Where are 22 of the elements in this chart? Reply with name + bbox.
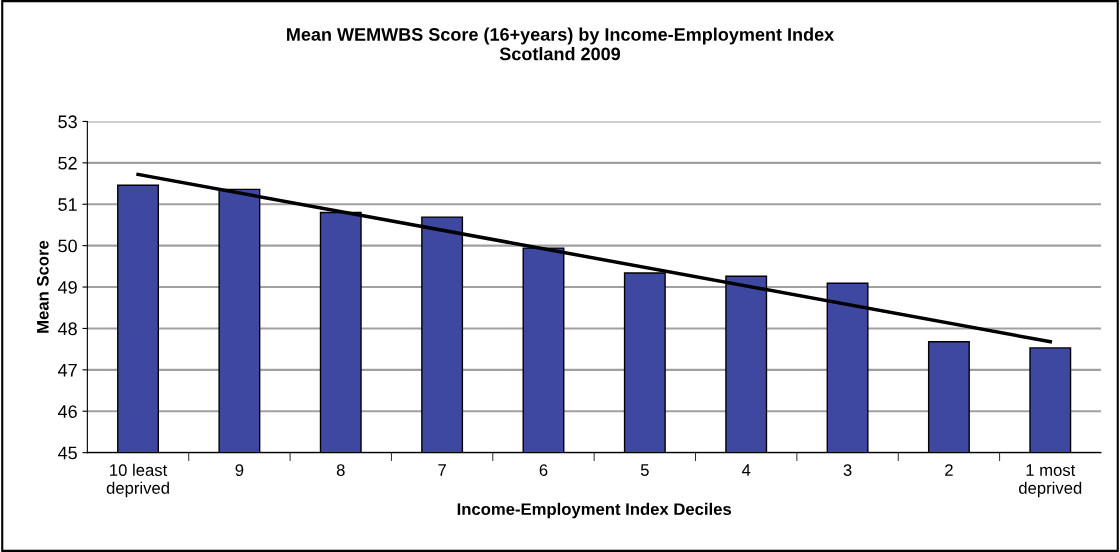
y-axis-title: Mean Score — [36, 240, 49, 333]
x-tick-label: 8 — [336, 464, 345, 476]
y-tick-label: 46 — [57, 405, 77, 418]
x-tick-label: 9 — [235, 464, 244, 476]
x-tick-label: 7 — [438, 464, 446, 476]
y-tick-label: 52 — [58, 156, 77, 170]
chart-title: Mean WEMWBS Score (16+years) by Income-Employment Index Scotland 2009 — [287, 27, 835, 61]
x-axis-title: Income-Employment Index Deciles — [457, 502, 732, 519]
x-tick-label: 5 — [640, 464, 649, 476]
x-tick-label: 6 — [539, 464, 548, 476]
y-tick-label: 48 — [57, 322, 77, 336]
x-tick-label: 4 — [741, 464, 751, 476]
y-tick-label: 51 — [58, 198, 77, 211]
x-tick-label: 10 least deprived — [106, 463, 169, 498]
x-tick-label: 2 — [945, 464, 953, 476]
y-tick-label: 50 — [58, 239, 77, 253]
y-tick-label: 49 — [57, 280, 77, 294]
x-tick-label: 3 — [843, 464, 852, 476]
y-tick-label: 53 — [58, 115, 77, 129]
y-tick-label: 45 — [57, 446, 77, 460]
y-tick-label: 47 — [57, 363, 77, 377]
x-tick-label: 1 most deprived — [1019, 464, 1082, 498]
